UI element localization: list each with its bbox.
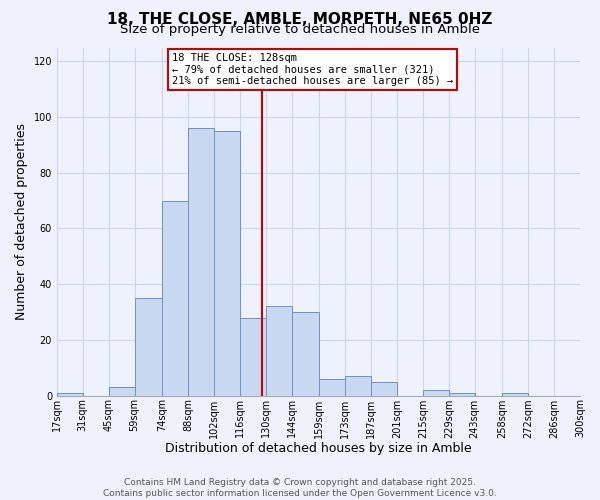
Text: 18 THE CLOSE: 128sqm
← 79% of detached houses are smaller (321)
21% of semi-deta: 18 THE CLOSE: 128sqm ← 79% of detached h… <box>172 52 453 86</box>
Bar <box>319 379 345 396</box>
Bar <box>502 393 528 396</box>
Bar <box>57 393 83 396</box>
Y-axis label: Number of detached properties: Number of detached properties <box>15 123 28 320</box>
Bar <box>134 298 162 396</box>
Bar <box>371 382 397 396</box>
Bar <box>423 390 449 396</box>
Bar <box>214 131 240 396</box>
X-axis label: Distribution of detached houses by size in Amble: Distribution of detached houses by size … <box>165 442 472 455</box>
Bar <box>162 200 188 396</box>
Bar <box>266 306 292 396</box>
Bar <box>449 393 475 396</box>
Text: 18, THE CLOSE, AMBLE, MORPETH, NE65 0HZ: 18, THE CLOSE, AMBLE, MORPETH, NE65 0HZ <box>107 12 493 28</box>
Bar <box>345 376 371 396</box>
Bar <box>240 318 266 396</box>
Bar <box>109 387 134 396</box>
Text: Contains HM Land Registry data © Crown copyright and database right 2025.
Contai: Contains HM Land Registry data © Crown c… <box>103 478 497 498</box>
Bar <box>188 128 214 396</box>
Text: Size of property relative to detached houses in Amble: Size of property relative to detached ho… <box>120 22 480 36</box>
Bar <box>292 312 319 396</box>
